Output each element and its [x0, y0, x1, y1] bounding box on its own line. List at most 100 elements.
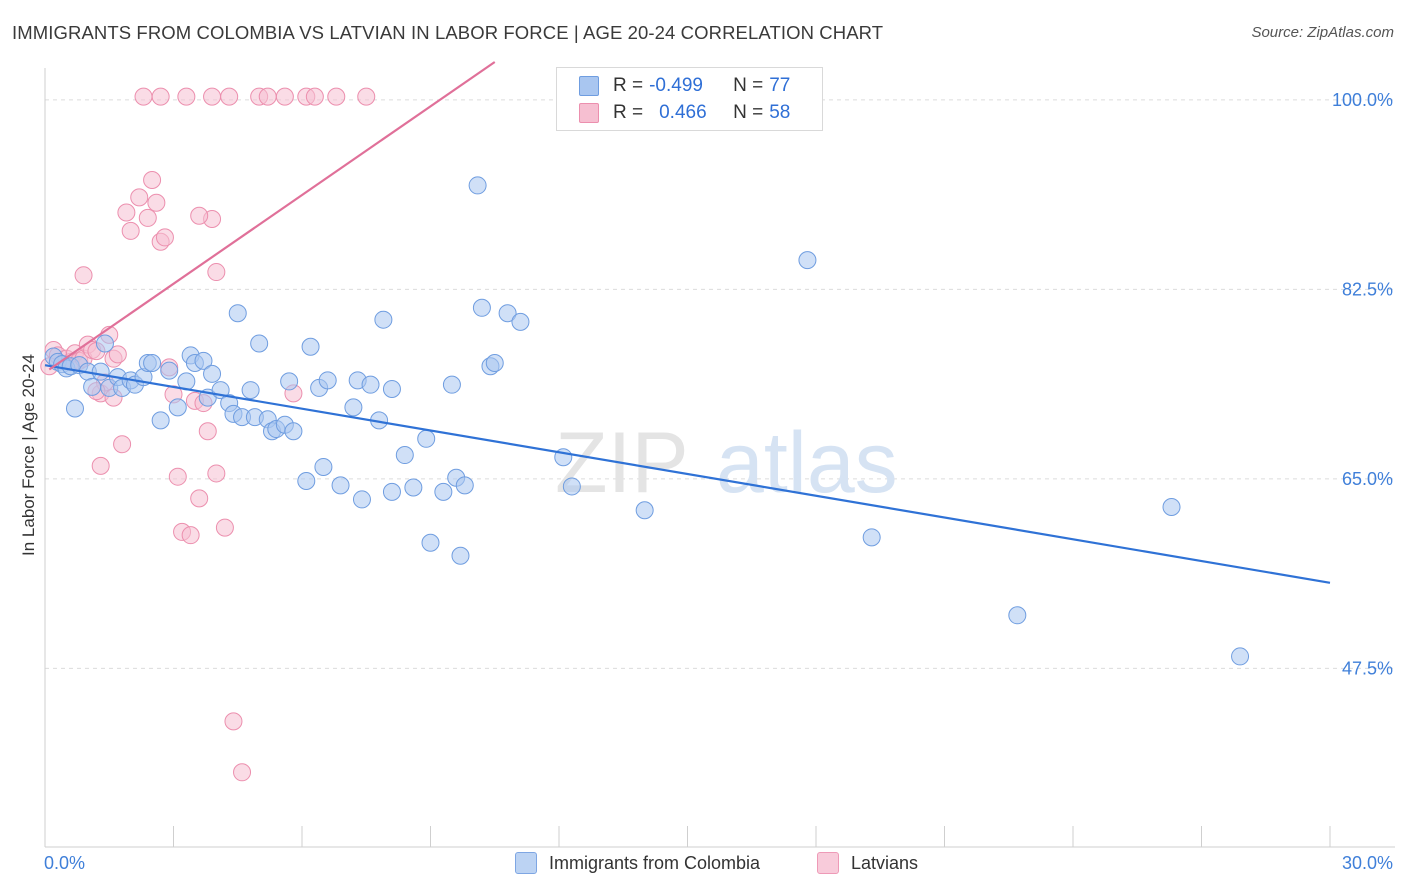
data-point: [207, 464, 226, 483]
source-label: Source: ZipAtlas.com: [1251, 24, 1394, 41]
data-point: [485, 354, 504, 373]
data-point: [451, 546, 470, 565]
data-point: [635, 501, 654, 520]
data-point: [498, 304, 517, 323]
data-point: [220, 87, 239, 106]
data-point: [108, 345, 127, 364]
series-label-colombia: Immigrants from Colombia: [549, 852, 761, 873]
chart-title: IMMIGRANTS FROM COLOMBIA VS LATVIAN IN L…: [12, 22, 884, 43]
data-point: [194, 351, 213, 370]
data-point: [352, 490, 371, 509]
data-point: [138, 208, 157, 227]
data-point: [361, 375, 380, 394]
data-point: [160, 361, 179, 380]
data-point: [203, 364, 222, 383]
series-legend-latvians[interactable]: Latvians: [817, 852, 918, 874]
latvians-points: [40, 87, 376, 782]
data-point: [74, 266, 93, 285]
data-point: [190, 489, 209, 508]
data-point: [331, 476, 350, 495]
legend-r-label: R =: [613, 102, 644, 123]
series-legend: Immigrants from Colombia Latvians: [0, 852, 1406, 878]
data-point: [228, 304, 247, 323]
data-point: [404, 478, 423, 497]
legend-swatch-latvians: [579, 103, 599, 123]
series-swatch-colombia: [515, 852, 537, 874]
data-point: [1162, 498, 1181, 517]
legend-r-value: 0.466: [659, 102, 707, 123]
legend-row-latvians: R = 0.466 N = 58: [579, 100, 790, 126]
legend-n-label: N =: [733, 102, 764, 123]
data-point: [91, 456, 110, 475]
legend-swatch-colombia: [579, 76, 599, 96]
data-point: [275, 87, 294, 106]
data-point: [468, 176, 487, 195]
series-legend-colombia[interactable]: Immigrants from Colombia: [515, 852, 760, 874]
legend-row-colombia: R = -0.499 N = 77: [579, 73, 790, 99]
data-point: [117, 203, 136, 222]
data-point: [181, 526, 200, 545]
data-point: [168, 467, 187, 486]
data-point: [177, 87, 196, 106]
data-point: [203, 87, 222, 106]
trend-line: [48, 61, 496, 371]
data-point: [258, 87, 277, 106]
data-point: [168, 398, 187, 417]
legend-n-value: 77: [769, 75, 791, 96]
data-point: [862, 528, 881, 547]
data-point: [562, 477, 581, 496]
data-point: [198, 422, 217, 441]
data-point: [382, 482, 401, 501]
axes: [44, 68, 1395, 848]
data-point: [250, 334, 269, 353]
data-point: [113, 435, 132, 454]
data-point: [314, 457, 333, 476]
correlation-legend: R = -0.499 N = 77 R = 0.466 N = 58: [556, 67, 823, 131]
data-point: [241, 381, 260, 400]
y-tick-label: 82.5%: [1342, 279, 1393, 299]
data-point: [442, 375, 461, 394]
data-point: [91, 362, 110, 381]
data-point: [297, 472, 316, 491]
data-point: [233, 763, 252, 782]
data-point: [83, 377, 102, 396]
data-point: [151, 87, 170, 106]
trend-line: [44, 364, 1331, 584]
data-point: [147, 193, 166, 212]
data-point: [121, 221, 140, 240]
data-point: [1231, 647, 1250, 666]
data-point: [190, 206, 209, 225]
data-point: [151, 411, 170, 430]
data-point: [215, 518, 234, 537]
legend-n-label: N =: [733, 75, 764, 96]
x-tick-label: 30.0%: [1342, 853, 1393, 873]
data-point: [155, 228, 174, 247]
x-tick-label: 0.0%: [44, 853, 85, 873]
trend-lines: [44, 61, 1331, 584]
data-point: [143, 171, 162, 190]
data-point: [134, 87, 153, 106]
data-point: [374, 310, 393, 329]
data-point: [65, 399, 84, 418]
y-tick-label: 47.5%: [1342, 658, 1393, 678]
data-point: [344, 398, 363, 417]
data-point: [284, 422, 303, 441]
data-point: [95, 334, 114, 353]
data-point: [421, 533, 440, 552]
data-point: [143, 354, 162, 373]
data-point: [434, 482, 453, 501]
series-label-latvians: Latvians: [851, 852, 919, 873]
series-swatch-latvians: [817, 852, 839, 874]
data-point: [455, 476, 474, 495]
data-point: [280, 372, 299, 391]
watermark-atlas: atlas: [716, 415, 898, 511]
data-point: [305, 87, 324, 106]
data-point: [207, 263, 226, 282]
data-point: [301, 337, 320, 356]
data-point: [130, 188, 149, 207]
data-point: [357, 87, 376, 106]
data-point: [417, 429, 436, 448]
legend-r-value: -0.499: [649, 75, 703, 96]
y-axis-title: In Labor Force | Age 20-24: [19, 354, 38, 556]
y-tick-label: 65.0%: [1342, 469, 1393, 489]
